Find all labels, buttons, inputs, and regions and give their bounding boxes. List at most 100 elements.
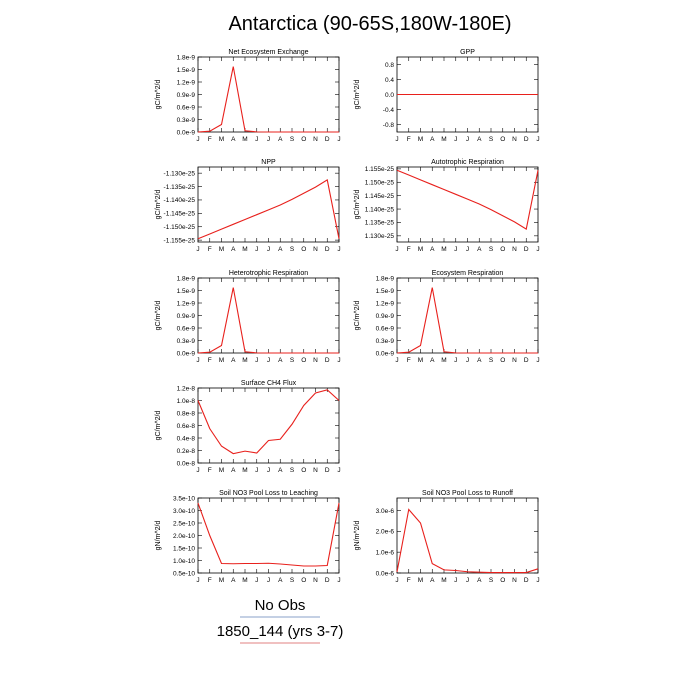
x-tick-label: M xyxy=(418,246,423,253)
x-tick-label: M xyxy=(242,577,247,584)
x-tick-label: O xyxy=(500,246,505,253)
plot-frame xyxy=(197,277,340,354)
x-tick-label: M xyxy=(242,467,247,474)
y-tick-label: 1.2e-9 xyxy=(177,79,196,86)
x-tick-label: D xyxy=(325,577,330,584)
plot-frame xyxy=(396,277,539,354)
x-tick-label: M xyxy=(219,246,224,253)
chart-panel: Autotrophic Respiration gC/m^2/d 1.130e-25… xyxy=(354,159,540,253)
y-tick-label: 0.6e-9 xyxy=(177,325,196,332)
y-tick-label: 1.5e-9 xyxy=(177,288,196,295)
chart-panel: Soil NO3 Pool Loss to Leaching gN/m^2/d 0.… xyxy=(155,490,341,584)
x-tick-label: M xyxy=(418,577,423,584)
x-tick-label: D xyxy=(524,577,529,584)
x-tick-label: F xyxy=(208,357,212,364)
y-tick-label: 2.0e-6 xyxy=(376,529,395,536)
panels: Net Ecosystem Exchange gC/m^2/d 0.0e-9 0.3e… xyxy=(155,49,540,584)
y-tick-label: 1.8e-9 xyxy=(376,275,395,282)
x-tick-label: J xyxy=(337,246,340,253)
plot-frame xyxy=(197,166,340,243)
y-axis-label: gC/m^2/d xyxy=(354,80,361,110)
x-tick-label: D xyxy=(524,357,529,364)
x-tick-label: J xyxy=(536,357,539,364)
series-line xyxy=(396,169,539,231)
panel-title: Soil NO3 Pool Loss to Leaching xyxy=(219,490,318,497)
x-tick-label: M xyxy=(242,357,247,364)
legend: No Obs 1850_144 (yrs 3-7) xyxy=(217,597,343,644)
x-tick-label: S xyxy=(290,136,295,143)
x-tick-label: A xyxy=(430,136,435,143)
y-tick-label: 1.140e-25 xyxy=(365,206,395,213)
y-tick-label: 1.145e-25 xyxy=(365,193,395,200)
x-tick-label: F xyxy=(208,246,212,253)
y-tick-label: 0.4e-8 xyxy=(177,435,196,442)
y-tick-label: 0.0e-9 xyxy=(177,129,196,136)
x-tick-label: N xyxy=(512,136,517,143)
legend-label-no-obs: No Obs xyxy=(255,597,306,614)
x-tick-label: O xyxy=(500,357,505,364)
plot-frame xyxy=(197,497,340,574)
x-tick-label: S xyxy=(290,246,295,253)
x-tick-label: J xyxy=(255,357,258,364)
y-tick-label: 1.2e-9 xyxy=(376,300,395,307)
y-tick-label: 1.135e-25 xyxy=(365,220,395,227)
y-tick-label: 3.0e-6 xyxy=(376,508,395,515)
x-tick-label: F xyxy=(208,136,212,143)
x-tick-label: O xyxy=(301,136,306,143)
y-tick-label: 0.0e-8 xyxy=(177,460,196,467)
series-line xyxy=(197,502,340,567)
x-tick-label: A xyxy=(278,136,283,143)
x-tick-label: A xyxy=(231,246,236,253)
y-tick-label: 0.6e-9 xyxy=(177,104,196,111)
y-axis-label: gC/m^2/d xyxy=(155,80,162,110)
x-tick-label: J xyxy=(536,577,539,584)
x-tick-label: J xyxy=(255,136,258,143)
x-tick-label: J xyxy=(454,136,457,143)
x-tick-label: A xyxy=(477,136,482,143)
x-tick-label: O xyxy=(301,246,306,253)
y-tick-label: -0.8 xyxy=(383,122,395,129)
y-tick-label: -1.140e-25 xyxy=(164,197,196,204)
y-tick-label: 1.130e-25 xyxy=(365,233,395,240)
y-tick-label: 0.0e-6 xyxy=(376,570,395,577)
x-tick-label: F xyxy=(407,246,411,253)
y-tick-label: 1.5e-9 xyxy=(376,288,395,295)
y-tick-label: 0.9e-9 xyxy=(376,313,395,320)
panel-title: Autotrophic Respiration xyxy=(431,159,504,166)
x-tick-label: F xyxy=(407,577,411,584)
x-tick-label: F xyxy=(407,136,411,143)
chart-panel: NPP gC/m^2/d -1.155e-25 -1.150e-25 -1.145e-2… xyxy=(155,159,341,253)
x-tick-label: S xyxy=(290,467,295,474)
y-tick-label: 0.8e-8 xyxy=(177,410,196,417)
x-tick-label: M xyxy=(418,357,423,364)
x-tick-label: J xyxy=(196,246,199,253)
x-tick-label: M xyxy=(219,357,224,364)
x-tick-label: O xyxy=(500,136,505,143)
x-tick-label: S xyxy=(290,357,295,364)
x-tick-label: J xyxy=(536,246,539,253)
x-tick-label: M xyxy=(441,136,446,143)
y-tick-label: -1.135e-25 xyxy=(164,184,196,191)
x-tick-label: J xyxy=(337,136,340,143)
x-tick-label: F xyxy=(208,467,212,474)
x-tick-label: M xyxy=(441,577,446,584)
series-line xyxy=(197,178,340,240)
y-axis-label: gC/m^2/d xyxy=(155,411,162,441)
y-tick-label: 1.2e-8 xyxy=(177,385,196,392)
x-tick-label: N xyxy=(313,467,318,474)
x-tick-label: J xyxy=(267,467,270,474)
y-tick-label: -0.4 xyxy=(383,107,395,114)
plot-frame xyxy=(396,166,539,243)
x-tick-label: M xyxy=(441,246,446,253)
x-tick-label: J xyxy=(395,136,398,143)
x-tick-label: D xyxy=(325,246,330,253)
x-tick-label: O xyxy=(500,577,505,584)
y-tick-label: 1.5e-9 xyxy=(177,67,196,74)
x-tick-label: N xyxy=(313,357,318,364)
panel-title: Net Ecosystem Exchange xyxy=(228,49,308,56)
x-tick-label: J xyxy=(337,467,340,474)
x-tick-label: S xyxy=(489,246,494,253)
x-tick-label: D xyxy=(524,246,529,253)
panel-title: Ecosystem Respiration xyxy=(432,270,504,277)
